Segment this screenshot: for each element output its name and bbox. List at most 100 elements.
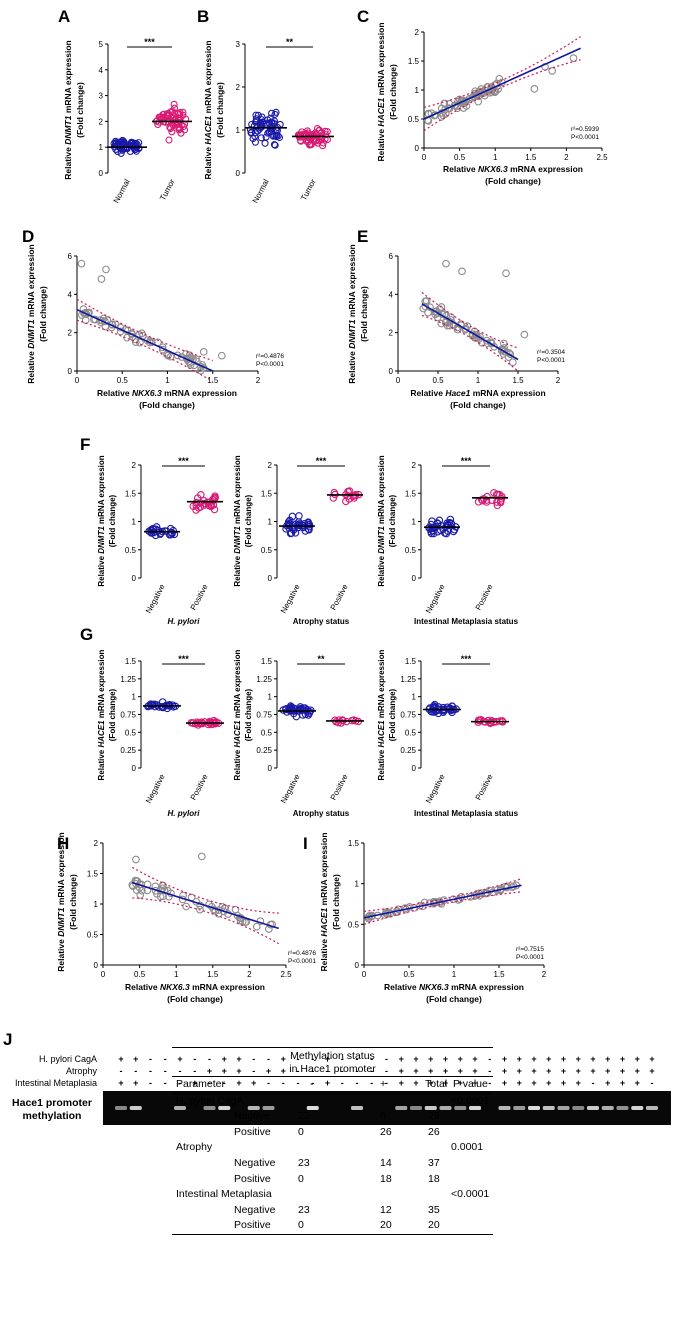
x-tick-label: 1.5: [512, 376, 524, 385]
data-point: [298, 705, 307, 714]
data-point: [149, 528, 158, 537]
gel-sign: -: [208, 1054, 211, 1064]
gel-sign: -: [223, 1078, 226, 1088]
x-tick-label: 0: [101, 970, 106, 979]
data-point: [176, 110, 184, 118]
data-point: [421, 297, 430, 306]
cell-pvalue: <0.0001: [451, 1094, 490, 1107]
y-tick-label: 2: [412, 461, 417, 470]
data-point: [251, 138, 259, 146]
x-tick-label: 2: [256, 376, 261, 385]
axis-label-part: mRNA expression: [376, 22, 386, 97]
cell-negative: 0: [298, 1125, 304, 1138]
data-point: [163, 350, 171, 359]
gel-row-label: H. pylori CagA: [39, 1054, 97, 1064]
x-category-label: Normal: [112, 178, 132, 205]
x-category-label: Tumor: [299, 177, 318, 202]
cell-label: Intestinal Metaplasia: [176, 1188, 272, 1201]
significance-stars: **: [317, 654, 325, 664]
y-tick-label: 1: [268, 518, 273, 527]
ylabel-B-fold: (Fold change): [215, 82, 225, 138]
y-tick-label: 0: [355, 961, 360, 970]
gel-sign: +: [399, 1078, 404, 1088]
y-tick-label: 0.75: [256, 711, 272, 720]
axis-label-part: mRNA expression: [190, 982, 265, 992]
gel-band: [646, 1106, 658, 1110]
gel-band: [557, 1106, 570, 1110]
data-point: [180, 123, 188, 131]
gel-sign: -: [252, 1054, 255, 1064]
gel-band: [424, 1106, 437, 1110]
confidence-band-lower: [423, 59, 581, 132]
x-tick-label: 0: [396, 376, 401, 385]
x-tick-label: 0: [422, 153, 427, 162]
data-point: [442, 522, 451, 530]
r-squared-label: r²=0.5939: [571, 126, 599, 133]
x-category-label: Negative: [144, 772, 167, 805]
gel-sign: -: [356, 1078, 359, 1088]
y-tick-label: 1: [236, 126, 241, 135]
panel-label-A: A: [58, 7, 70, 26]
y-tick-label: 1: [99, 143, 104, 152]
axis-label-part: DNMT1: [56, 907, 66, 937]
x-category-label: Positive: [329, 582, 350, 611]
y-tick-label: 6: [68, 252, 73, 261]
y-tick-label: 0: [99, 169, 104, 178]
gel-sign: -: [297, 1078, 300, 1088]
gel-sign: -: [252, 1066, 255, 1076]
y-tick-label: 3: [99, 92, 104, 101]
gel-sign: -: [282, 1078, 285, 1088]
gel-band: [262, 1106, 275, 1110]
data-point: [77, 259, 86, 268]
y-tick-label: 1: [132, 518, 137, 527]
gel-band: [587, 1106, 599, 1110]
axis-label-part: HACE1: [233, 720, 242, 748]
gel-sign: -: [164, 1054, 167, 1064]
gel-band: [454, 1106, 467, 1110]
cell-negative: 23: [298, 1110, 310, 1123]
axis-label-part: Relative: [384, 982, 419, 992]
y-tick-label: 1.5: [261, 657, 273, 666]
y-tick-label: 2: [415, 28, 420, 37]
axis-label-part: DNMT1: [233, 526, 242, 554]
significance-stars: ***: [178, 456, 189, 466]
gel-sign: -: [370, 1078, 373, 1088]
data-point: [498, 492, 506, 501]
y-tick-label: 0: [412, 764, 417, 773]
gel-sign: +: [133, 1078, 138, 1088]
ylabel-E: Relative DNMT1 mRNA expression: [347, 244, 357, 384]
data-point: [214, 909, 223, 918]
data-point: [170, 100, 178, 108]
panel-label-F: F: [80, 435, 90, 454]
data-point: [268, 920, 277, 929]
x-tick-label: 2: [556, 376, 561, 385]
gel-sign: +: [635, 1078, 640, 1088]
gel-sign: +: [590, 1054, 595, 1064]
x-tick-label: 1: [452, 970, 457, 979]
data-point: [210, 505, 219, 514]
table-row: Positive 0 20 20: [172, 1218, 493, 1235]
x-tick-label: 1.5: [207, 970, 219, 979]
data-point: [421, 302, 430, 311]
axis-label-part: mRNA expression: [233, 649, 242, 720]
data-point: [283, 708, 291, 716]
x-tick-label: 1.5: [493, 970, 505, 979]
xlabel-H-fold: (Fold change): [167, 994, 223, 1004]
y-tick-label: 0: [236, 169, 241, 178]
axis-label-part: Relative: [233, 748, 242, 781]
gel-sign: +: [620, 1066, 625, 1076]
data-point: [284, 520, 293, 529]
gel-sign: -: [134, 1066, 137, 1076]
gel-sign: +: [620, 1054, 625, 1064]
gel-band: [631, 1106, 644, 1110]
axis-label-part: HACE1: [319, 907, 329, 936]
gel-sign: -: [311, 1066, 314, 1076]
ylabel-G: Relative HACE1 mRNA expression: [97, 649, 106, 780]
y-tick-label: 1.25: [256, 675, 272, 684]
gel-sign: +: [413, 1066, 418, 1076]
y-tick-label: 2: [236, 83, 241, 92]
col-parameter: Parameter: [176, 1078, 226, 1090]
gel-sign: -: [297, 1054, 300, 1064]
data-point: [96, 316, 104, 325]
